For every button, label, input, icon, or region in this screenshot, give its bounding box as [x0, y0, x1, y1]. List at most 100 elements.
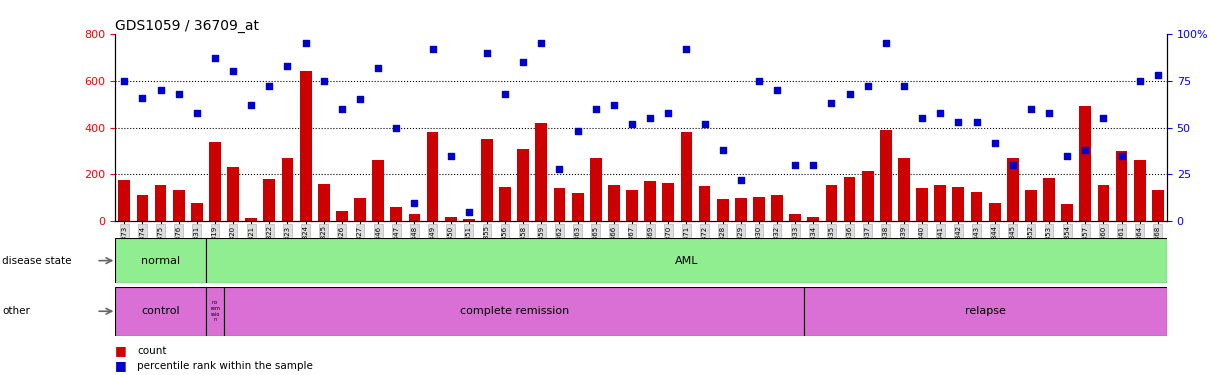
Bar: [137, 195, 148, 221]
Bar: [699, 186, 711, 221]
Bar: [644, 182, 656, 221]
Point: [912, 115, 932, 121]
Point: [1021, 106, 1041, 112]
Point: [622, 121, 642, 127]
Bar: [354, 198, 366, 221]
Bar: [1061, 204, 1074, 221]
Point: [640, 115, 660, 121]
Bar: [209, 142, 221, 221]
Point: [695, 121, 714, 127]
Point: [278, 63, 297, 69]
Point: [750, 78, 769, 84]
Text: other: other: [2, 306, 30, 316]
Bar: [571, 193, 583, 221]
Text: ■: ■: [115, 359, 127, 372]
Text: ■: ■: [115, 344, 127, 357]
Point: [114, 78, 133, 84]
Point: [1094, 115, 1114, 121]
Bar: [753, 196, 765, 221]
Bar: [517, 148, 529, 221]
Bar: [409, 214, 421, 221]
Point: [894, 83, 913, 89]
Point: [477, 50, 496, 55]
Bar: [206, 287, 224, 336]
Bar: [989, 202, 1001, 221]
Bar: [1152, 190, 1163, 221]
Bar: [318, 184, 330, 221]
Point: [314, 78, 334, 84]
Bar: [224, 287, 804, 336]
Bar: [826, 185, 837, 221]
Point: [586, 106, 605, 112]
Bar: [1116, 151, 1127, 221]
Point: [659, 110, 678, 116]
Bar: [952, 187, 964, 221]
Point: [442, 153, 461, 159]
Point: [187, 110, 206, 116]
Bar: [844, 177, 855, 221]
Bar: [1025, 190, 1037, 221]
Point: [549, 166, 569, 172]
Point: [1003, 162, 1023, 168]
Point: [241, 102, 261, 108]
Point: [967, 119, 986, 125]
Bar: [804, 287, 1167, 336]
Bar: [427, 132, 438, 221]
Bar: [119, 180, 130, 221]
Bar: [1007, 158, 1019, 221]
Point: [169, 91, 188, 97]
Bar: [808, 217, 819, 221]
Bar: [1080, 106, 1092, 221]
Bar: [626, 190, 638, 221]
Bar: [970, 192, 983, 221]
Point: [568, 128, 587, 134]
Point: [1112, 153, 1132, 159]
Text: complete remission: complete remission: [460, 306, 569, 316]
Text: no
rem
ssio
n: no rem ssio n: [210, 300, 220, 322]
Point: [223, 68, 243, 74]
Point: [423, 46, 443, 52]
Bar: [898, 158, 910, 221]
Bar: [372, 160, 385, 221]
Text: control: control: [141, 306, 180, 316]
Bar: [115, 238, 206, 283]
Bar: [916, 188, 928, 221]
Bar: [608, 185, 620, 221]
Bar: [115, 287, 206, 336]
Bar: [391, 207, 403, 221]
Point: [260, 83, 279, 89]
Bar: [1043, 178, 1055, 221]
Text: GDS1059 / 36709_at: GDS1059 / 36709_at: [115, 19, 260, 33]
Point: [296, 40, 315, 46]
Bar: [172, 190, 184, 221]
Bar: [155, 185, 166, 221]
Text: AML: AML: [674, 256, 699, 266]
Bar: [535, 123, 547, 221]
Point: [839, 91, 859, 97]
Point: [876, 40, 895, 46]
Point: [1076, 147, 1095, 153]
Point: [858, 83, 877, 89]
Bar: [1134, 160, 1145, 221]
Point: [1058, 153, 1077, 159]
Bar: [735, 198, 747, 221]
Point: [495, 91, 514, 97]
Bar: [934, 185, 946, 221]
Point: [930, 110, 950, 116]
Bar: [717, 199, 729, 221]
Point: [604, 102, 623, 108]
Bar: [879, 130, 892, 221]
Text: relapse: relapse: [966, 306, 1006, 316]
Text: normal: normal: [141, 256, 180, 266]
Point: [713, 147, 733, 153]
Point: [132, 94, 152, 100]
Bar: [263, 179, 275, 221]
Bar: [1098, 185, 1110, 221]
Point: [1131, 78, 1150, 84]
Point: [369, 64, 388, 70]
Point: [459, 209, 478, 215]
Bar: [482, 139, 492, 221]
Bar: [245, 218, 257, 221]
Bar: [861, 171, 873, 221]
Bar: [662, 183, 674, 221]
